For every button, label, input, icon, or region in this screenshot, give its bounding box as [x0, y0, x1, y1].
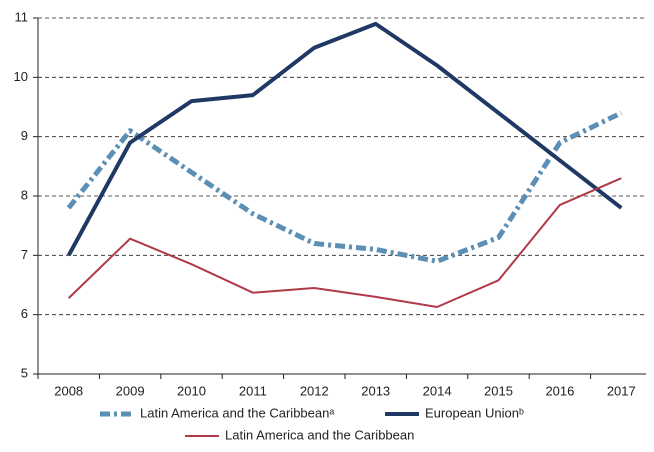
y-tick-label: 7 [21, 247, 28, 262]
series-line [66, 110, 623, 264]
x-tick-label: 2011 [239, 383, 267, 398]
y-tick-label: 5 [21, 365, 28, 380]
y-tick-label: 9 [21, 128, 28, 143]
x-tick-label: 2013 [361, 383, 390, 398]
legend-label: Latin America and the Caribbeanᵃ [140, 405, 334, 420]
x-tick-label: 2016 [545, 383, 574, 398]
x-tick-label: 2014 [423, 383, 452, 398]
x-tick-label: 2008 [54, 383, 83, 398]
x-tick-label: 2010 [177, 383, 206, 398]
y-tick-label: 11 [15, 9, 29, 24]
legend-label: European Unionᵇ [425, 405, 524, 420]
legend-label: Latin America and the Caribbean [225, 427, 414, 442]
series-line [68, 177, 622, 308]
series-line [66, 21, 623, 257]
x-tick-label: 2017 [607, 383, 636, 398]
x-tick-label: 2009 [116, 383, 145, 398]
y-tick-label: 10 [14, 69, 28, 84]
y-tick-label: 8 [21, 187, 28, 202]
x-tick-label: 2012 [300, 383, 329, 398]
x-tick-label: 2015 [484, 383, 513, 398]
y-tick-label: 6 [21, 306, 28, 321]
